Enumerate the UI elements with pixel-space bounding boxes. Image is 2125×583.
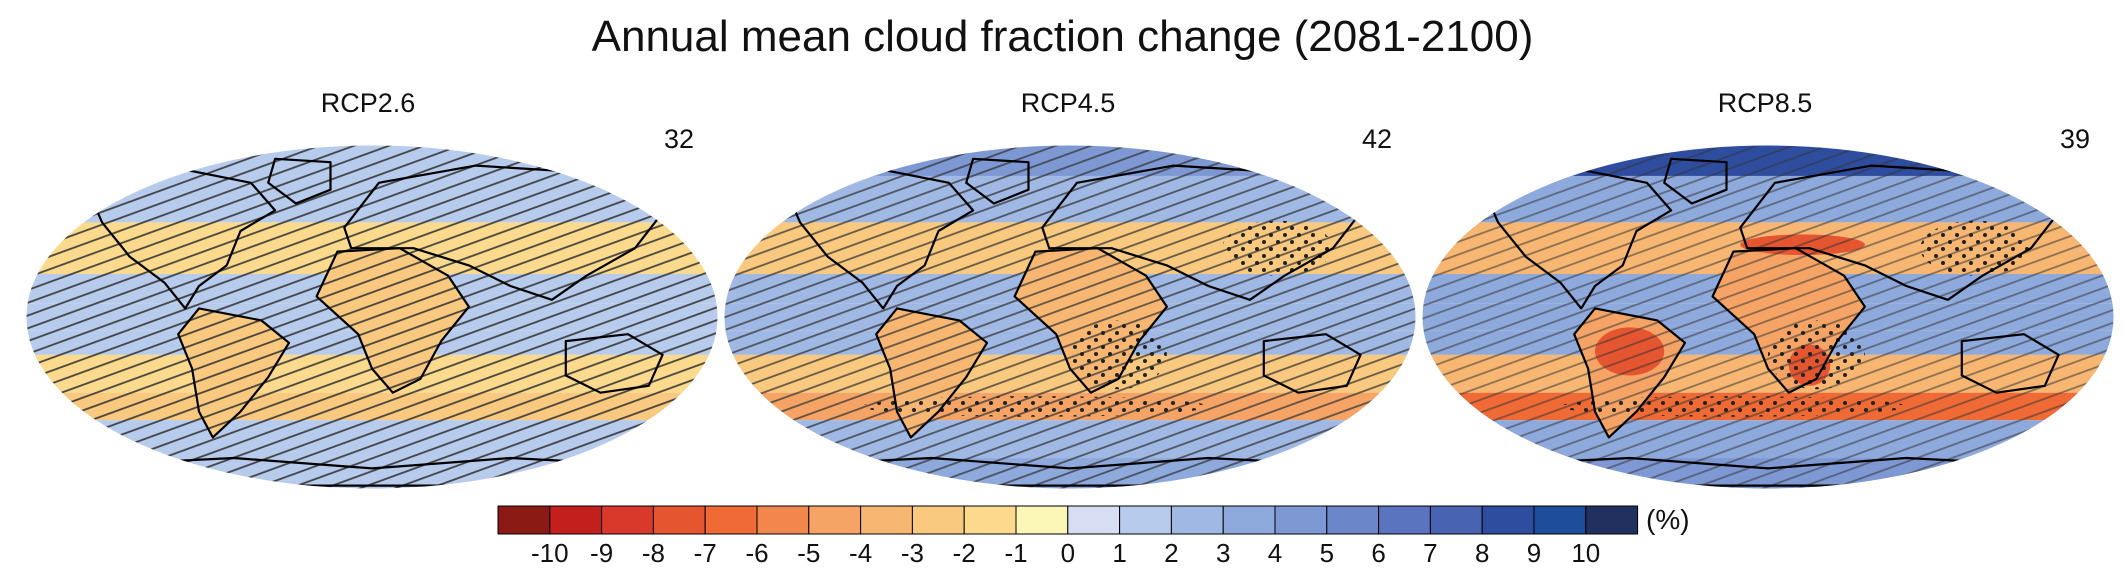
colorbar-swatch [860, 505, 913, 535]
colorbar-tick-label: 8 [1475, 538, 1489, 568]
coastline-namerica [83, 168, 277, 310]
coastline-greenland [267, 157, 332, 205]
colorbar-swatch [1170, 505, 1224, 535]
colorbar-swatch [1222, 505, 1276, 535]
model-count-rcp85: 39 [2060, 124, 2091, 154]
significance-stippling-asia [1920, 220, 2031, 276]
coastline-africa [1711, 247, 1866, 394]
colorbar-swatch [1585, 505, 1639, 535]
colorbar-tick-label: -1 [1004, 538, 1027, 568]
map-outline [723, 144, 1417, 490]
colorbar-swatch [1015, 505, 1069, 535]
significance-stippling-asia [1222, 220, 1333, 276]
colorbar-tick-label: -2 [953, 538, 976, 568]
coastline-australia [1960, 333, 2060, 394]
colorbar-swatch [1067, 505, 1121, 535]
non-significance-hatching [26, 145, 718, 489]
coastline-australia [1262, 333, 1362, 394]
model-count-rcp45: 42 [1362, 124, 1393, 154]
coastline-eurasia [343, 164, 671, 301]
significance-stippling-south [1560, 396, 1907, 417]
colorbar-tick-label: 3 [1216, 538, 1230, 568]
colorbar-tick-label: -4 [849, 538, 872, 568]
colorbar-tick-label: -6 [745, 538, 768, 568]
colorbar-tick-label: 0 [1061, 538, 1075, 568]
coastline-samerica [177, 307, 291, 439]
colorbar-tick-label: 1 [1112, 538, 1126, 568]
colorbar-swatch [756, 505, 810, 535]
colorbar-swatch [652, 505, 706, 535]
model-count-rcp26: 32 [664, 124, 695, 154]
significance-stippling-south [862, 396, 1209, 417]
coastline-greenland [965, 157, 1030, 205]
colorbar-tick-label: -5 [797, 538, 820, 568]
colorbar-tick-label: 4 [1268, 538, 1282, 568]
coastline-namerica [1479, 168, 1673, 310]
coastline-eurasia [1739, 164, 2067, 301]
colorbar-swatch [704, 505, 758, 535]
colorbar-unit: (%) [1646, 504, 1690, 535]
colorbar-swatch [1429, 505, 1483, 535]
colorbar-tick-label: -8 [642, 538, 665, 568]
coastline-greenland [1663, 157, 1728, 205]
coastline-namerica [781, 168, 975, 310]
map-outline [25, 144, 719, 490]
panel-label-rcp45: RCP4.5 [1020, 88, 1116, 118]
colorbar-swatch [497, 505, 551, 535]
non-significance-hatching [1422, 145, 2114, 489]
colorbar-tick-label: 6 [1371, 538, 1385, 568]
figure-title: Annual mean cloud fraction change (2081-… [591, 12, 1534, 61]
colorbar-tick-label: 10 [1571, 538, 1600, 568]
colorbar-tick-label: 7 [1423, 538, 1437, 568]
coastline-africa [315, 247, 470, 394]
coastline-africa [1013, 247, 1168, 394]
colorbar-swatch [911, 505, 965, 535]
colorbar-swatch [1378, 505, 1431, 535]
colorbar-tick-label: 5 [1320, 538, 1334, 568]
colorbar-swatch [1533, 505, 1587, 535]
colorbar-tick-label: -10 [531, 538, 569, 568]
coastline-australia [564, 333, 664, 394]
colorbar-tick-label: -9 [590, 538, 613, 568]
colorbar-tick-label: -7 [694, 538, 717, 568]
colorbar-swatch [601, 505, 654, 535]
map-panel-rcp26 [26, 145, 718, 489]
coastline-samerica [875, 307, 989, 439]
non-significance-hatching [724, 145, 1416, 489]
panel-label-rcp26: RCP2.6 [320, 88, 416, 118]
colorbar-tick-label: 2 [1164, 538, 1178, 568]
colorbar-tick-label: -3 [901, 538, 924, 568]
coastline-eurasia [1041, 164, 1369, 301]
colorbar-swatch [1481, 505, 1535, 535]
colorbar-swatch [1274, 505, 1328, 535]
map-outline [1421, 144, 2115, 490]
colorbar-swatch [808, 505, 862, 535]
colorbar-swatch [963, 505, 1017, 535]
colorbar-swatch [549, 505, 603, 535]
colorbar-tick-label: 9 [1527, 538, 1541, 568]
colorbar-swatch [1326, 505, 1380, 535]
coastline-samerica [1573, 307, 1687, 439]
panel-label-rcp85: RCP8.5 [1717, 88, 1813, 118]
colorbar-swatch [1119, 505, 1172, 535]
